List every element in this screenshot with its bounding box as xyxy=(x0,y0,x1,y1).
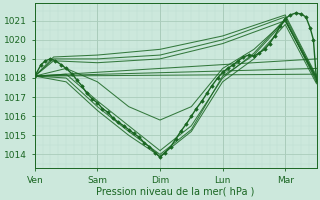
X-axis label: Pression niveau de la mer( hPa ): Pression niveau de la mer( hPa ) xyxy=(96,187,255,197)
